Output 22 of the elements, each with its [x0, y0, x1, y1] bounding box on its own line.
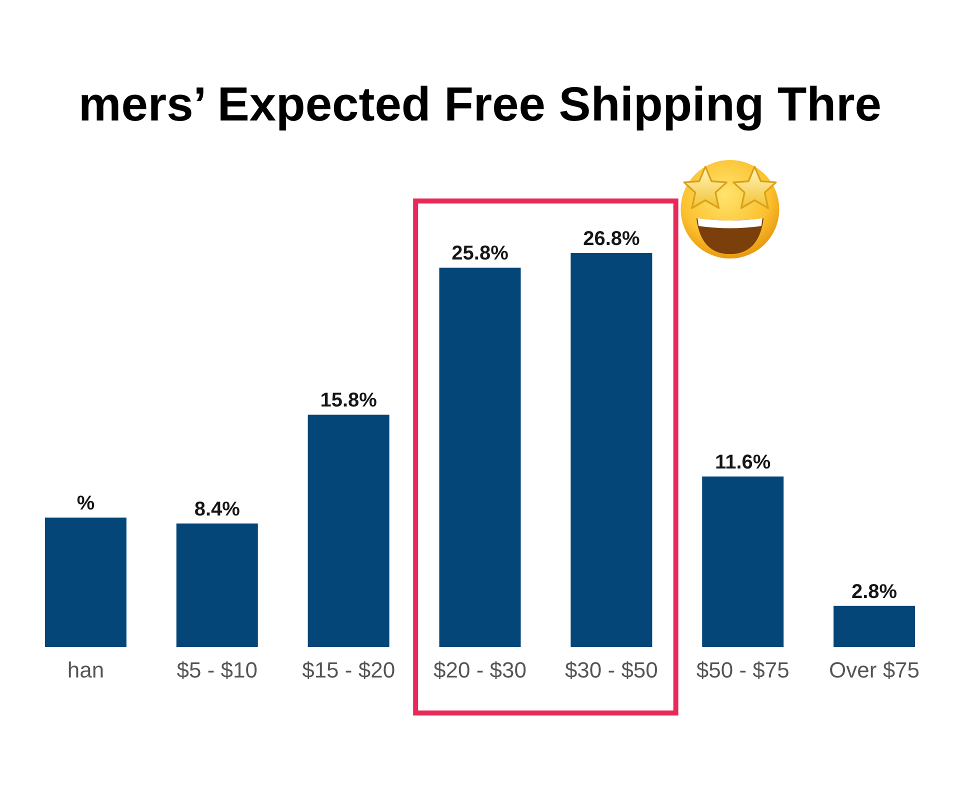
- bar: [44, 518, 126, 647]
- chart-title: mers’ Expected Free Shipping Thre: [78, 78, 882, 132]
- bar: [570, 253, 652, 647]
- data-label: %: [76, 492, 95, 515]
- x-tick-label: $20 - $30: [434, 658, 526, 682]
- data-label: 11.6%: [715, 451, 771, 474]
- x-tick-label: $30 - $50: [564, 658, 658, 682]
- data-label: 25.8%: [452, 242, 509, 265]
- data-label: 8.4%: [194, 498, 240, 521]
- data-label: 15.8%: [320, 390, 378, 412]
- data-label: 2.8%: [851, 580, 898, 603]
- bar: [176, 524, 258, 647]
- bar: [834, 606, 916, 647]
- x-tick-label: $5 - $10: [176, 658, 258, 682]
- data-label: 26.8%: [583, 228, 640, 250]
- x-tick-label: $15 - $20: [302, 658, 396, 682]
- x-tick-label: $50 - $75: [696, 658, 790, 682]
- x-tick-label: Over $75: [829, 658, 920, 682]
- bar: [702, 476, 784, 647]
- bar: [439, 268, 521, 647]
- x-tick-label: han: [67, 658, 104, 682]
- bar: [308, 414, 390, 647]
